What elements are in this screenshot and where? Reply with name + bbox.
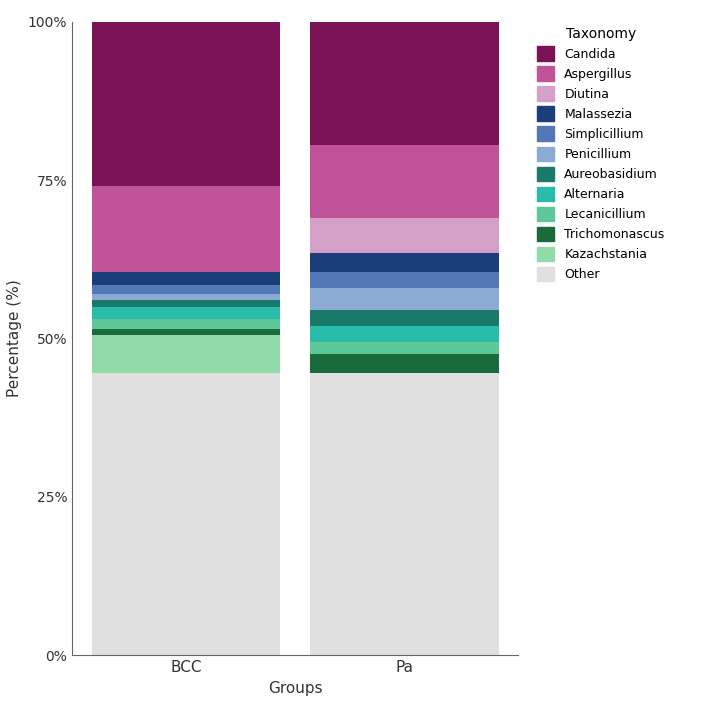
Legend: Candida, Aspergillus, Diutina, Malassezia, Simplicillium, Penicillium, Aureobasi: Candida, Aspergillus, Diutina, Malassezi…: [532, 22, 670, 287]
Bar: [310, 325, 498, 341]
Bar: [92, 284, 280, 294]
Bar: [310, 310, 498, 325]
Bar: [310, 341, 498, 354]
Bar: [92, 300, 280, 307]
Bar: [310, 272, 498, 288]
Bar: [92, 307, 280, 320]
Bar: [310, 22, 498, 145]
Bar: [310, 253, 498, 272]
Bar: [310, 373, 498, 655]
Bar: [310, 288, 498, 310]
Bar: [92, 186, 280, 272]
Bar: [92, 294, 280, 300]
Bar: [92, 373, 280, 655]
Bar: [92, 320, 280, 329]
Bar: [92, 329, 280, 336]
Bar: [310, 218, 498, 253]
Bar: [92, 336, 280, 373]
Y-axis label: Percentage (%): Percentage (%): [7, 279, 22, 397]
Bar: [92, 22, 280, 186]
Bar: [310, 354, 498, 373]
Bar: [310, 145, 498, 218]
X-axis label: Groups: Groups: [268, 680, 323, 696]
Bar: [92, 272, 280, 284]
